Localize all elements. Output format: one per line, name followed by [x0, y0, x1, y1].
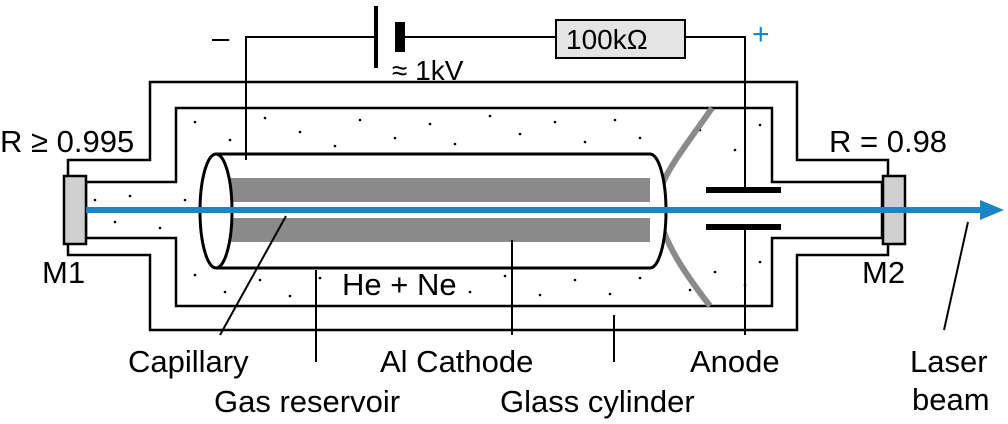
laser-beam-label-line1: Laser	[910, 344, 988, 379]
minus-sign: –	[212, 20, 230, 55]
gas-reservoir-label: Gas reservoir	[214, 384, 400, 419]
voltage-label: ≈ 1kV	[392, 55, 464, 86]
circuit-wiring	[245, 36, 746, 335]
gas-mixture-label: He + Ne	[342, 267, 457, 302]
al-cathode-bottom	[216, 218, 650, 242]
glass-cylinder-outer	[66, 80, 890, 332]
anode-electrode-arc-bottom	[657, 219, 713, 308]
m1-label: M1	[42, 255, 85, 290]
capillary-label: Capillary	[128, 344, 249, 379]
anode-label: Anode	[690, 344, 780, 379]
m2-reflectivity: R = 0.98	[829, 124, 947, 159]
battery-short-plate	[395, 22, 405, 52]
m2-label: M2	[862, 255, 905, 290]
anode-electrode-arc-top	[657, 106, 715, 193]
anode-plate-top	[706, 187, 781, 193]
anode-plate-bottom	[706, 224, 781, 230]
resistor-box	[555, 19, 686, 59]
al-cathode-top	[216, 178, 650, 202]
laser-beam-label-line2: beam	[912, 382, 990, 417]
battery-long-plate	[374, 6, 378, 68]
gas-particles	[93, 114, 762, 298]
glass-cylinder-label: Glass cylinder	[500, 384, 695, 419]
callout-leaders	[219, 215, 969, 362]
laser-beam-arrowhead	[980, 200, 1004, 220]
mirror-m1	[62, 174, 88, 246]
resistor-label: 100kΩ	[566, 24, 648, 55]
plus-sign: +	[752, 18, 770, 51]
m1-reflectivity: R ≥ 0.995	[0, 124, 134, 159]
cathode-label: Al Cathode	[380, 344, 533, 379]
